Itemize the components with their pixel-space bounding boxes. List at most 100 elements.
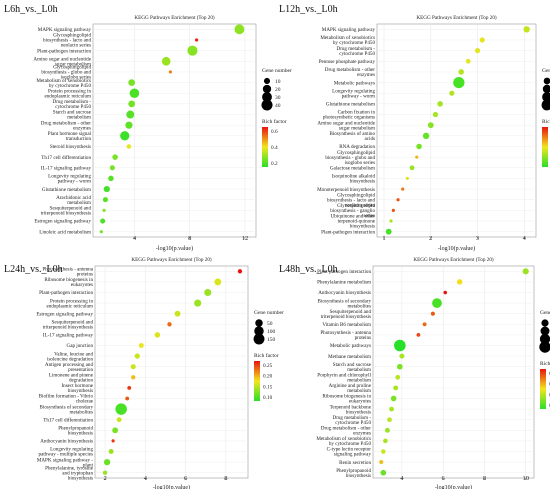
data-point bbox=[129, 88, 140, 99]
panel-l12h: L12h_vs._L0h KEGG Pathways Enrichment (To… bbox=[279, 4, 550, 252]
data-point bbox=[522, 268, 529, 275]
color-legend-label: 0.6 bbox=[271, 129, 278, 135]
size-legend-swatch bbox=[263, 77, 271, 85]
data-point bbox=[415, 155, 419, 159]
y-tick-label: Metabolism of xenobiotics by cytochrome P… bbox=[36, 77, 91, 89]
panel-l24h: L24h_vs._L0h KEGG Pathways Enrichment (To… bbox=[4, 256, 284, 491]
data-point bbox=[449, 90, 455, 96]
size-legend-label: 100 bbox=[267, 329, 276, 335]
color-legend-title: Rich factor bbox=[262, 118, 287, 125]
panel-label: L6h_vs._L0h bbox=[4, 4, 58, 15]
y-tick-label: Amino sugar and nucleotide sugar metaboli… bbox=[317, 120, 375, 131]
y-tick-label: C-type lectin receptor signaling pathway bbox=[327, 447, 372, 458]
y-tick-label: MAPK signaling pathway bbox=[322, 27, 376, 33]
y-tick-label: Sesquiterpenoid and triterpenoid biosynth… bbox=[41, 206, 92, 217]
data-point bbox=[396, 198, 400, 202]
y-tick-label: Phenylalanine metabolism bbox=[317, 280, 371, 286]
size-legend-swatch bbox=[253, 333, 265, 345]
data-point bbox=[523, 26, 530, 33]
y-tick-label: Drug metabolism -cytochrome P450 bbox=[333, 415, 372, 426]
data-point bbox=[389, 219, 393, 223]
size-legend-label: 150 bbox=[267, 337, 276, 343]
data-point bbox=[443, 290, 448, 295]
data-point bbox=[195, 38, 199, 42]
data-point bbox=[126, 110, 135, 119]
panel-label: L24h_vs._L0h bbox=[4, 264, 63, 275]
size-legend-swatch bbox=[539, 341, 550, 353]
data-point bbox=[383, 438, 388, 444]
data-point bbox=[130, 364, 136, 370]
y-tick-label: Drug metabolism -cytochrome P450 bbox=[337, 46, 376, 57]
y-tick-label: Ubiquinone and other terpenoid-quinone bio… bbox=[331, 214, 376, 230]
data-point bbox=[103, 458, 111, 466]
panel-l6h: L6h_vs._L0h KEGG Pathways Enrichment (Top… bbox=[4, 4, 292, 252]
data-point bbox=[458, 69, 464, 75]
size-legend-swatch bbox=[542, 92, 550, 102]
y-tick-label: Protein processing in endoplasmic reticul… bbox=[44, 88, 91, 99]
data-point bbox=[174, 310, 181, 317]
data-point bbox=[103, 185, 110, 193]
data-point bbox=[422, 322, 427, 327]
y-tick-label: Sesquiterpenoid and triterpenoid biosynth… bbox=[321, 309, 372, 320]
data-point bbox=[430, 311, 435, 316]
x-axis-label: -log10(p.value) bbox=[153, 484, 190, 489]
data-point bbox=[187, 45, 198, 56]
y-tick-label: Limonene and pinene degradation bbox=[49, 373, 94, 384]
y-tick-label: Ribosome biogenesis in eukaryotes bbox=[322, 394, 371, 405]
plot-area bbox=[376, 23, 537, 238]
size-legend-label: 20 bbox=[275, 87, 281, 93]
data-point bbox=[109, 165, 115, 171]
y-tick-label: Estrogen signaling pathway bbox=[36, 311, 93, 317]
y-tick-label: MAPK signaling pathway bbox=[38, 27, 92, 33]
data-point bbox=[214, 278, 222, 286]
x-axis-label: -log10(p.value) bbox=[438, 245, 475, 252]
data-point bbox=[127, 385, 132, 390]
y-tick-label: Glutathione metabolism bbox=[326, 102, 375, 108]
y-tick-label: Linoleic acid metabolism bbox=[39, 229, 91, 235]
data-point bbox=[194, 299, 202, 307]
y-tick-label: Vitamin B6 metabolism bbox=[322, 322, 371, 328]
x-axis-label: -log10(p.value) bbox=[435, 484, 472, 489]
y-tick-label: Plant-pathogen interaction bbox=[321, 229, 375, 235]
y-tick-label: Sesquiterpenoid and triterpenoid biosynth… bbox=[43, 320, 94, 331]
y-tick-label: Anthocyanin biosynthesis bbox=[318, 290, 371, 296]
size-legend-title: Gene number bbox=[542, 68, 550, 74]
y-tick-label: Longevity regulating pathway - multiple s… bbox=[39, 447, 94, 458]
data-point bbox=[108, 175, 114, 182]
x-tick-label: 4 bbox=[523, 235, 527, 242]
data-point bbox=[474, 48, 481, 54]
y-tick-label: Arachidonic acid metabolism bbox=[56, 195, 91, 206]
y-tick-label: Metabolism of xenobiotics by cytochrome P… bbox=[316, 435, 371, 447]
x-tick-label: 4 bbox=[133, 235, 137, 242]
y-tick-label: Galactose metabolism bbox=[330, 165, 375, 171]
data-point bbox=[234, 24, 245, 35]
data-point bbox=[422, 132, 430, 140]
data-point bbox=[394, 339, 406, 352]
color-legend-bar bbox=[542, 127, 548, 167]
panel-l48h: L48h_vs._L0h KEGG Pathways Enrichment (To… bbox=[279, 256, 550, 491]
y-tick-label: Carbon fixation in photosynthetic organis… bbox=[323, 109, 376, 121]
y-tick-label: Longevity regulating pathway - worm bbox=[48, 174, 91, 185]
data-point bbox=[237, 269, 243, 274]
x-tick-label: 2 bbox=[429, 235, 432, 242]
data-point bbox=[437, 101, 443, 107]
color-legend-label: 0.4 bbox=[271, 145, 278, 151]
data-point bbox=[416, 333, 421, 337]
x-tick-label: 6 bbox=[184, 475, 188, 482]
y-tick-label: MAPK signaling pathway -plant bbox=[37, 457, 94, 468]
y-tick-label: Phenylalanine, tyrosine and tryptophan bio… bbox=[45, 465, 94, 481]
size-legend-swatch bbox=[541, 99, 550, 111]
y-tick-label: IL-17 signaling pathway bbox=[43, 333, 94, 339]
size-legend-label: 30 bbox=[275, 95, 281, 101]
plot-area bbox=[94, 265, 249, 479]
color-legend-title: Rich factor bbox=[254, 352, 279, 359]
y-tick-label: Photosynthesis - antenna proteins bbox=[320, 330, 371, 341]
data-point bbox=[397, 363, 403, 370]
y-tick-label: Starch and sucrose metabolism bbox=[53, 110, 92, 121]
y-tick-label: Metabolism of xenobiotics by cytochrome P… bbox=[320, 34, 375, 46]
y-tick-label: Metabolic pathways bbox=[330, 343, 371, 349]
data-point bbox=[102, 208, 106, 212]
data-point bbox=[395, 374, 401, 380]
data-point bbox=[168, 70, 172, 74]
data-point bbox=[384, 427, 390, 433]
